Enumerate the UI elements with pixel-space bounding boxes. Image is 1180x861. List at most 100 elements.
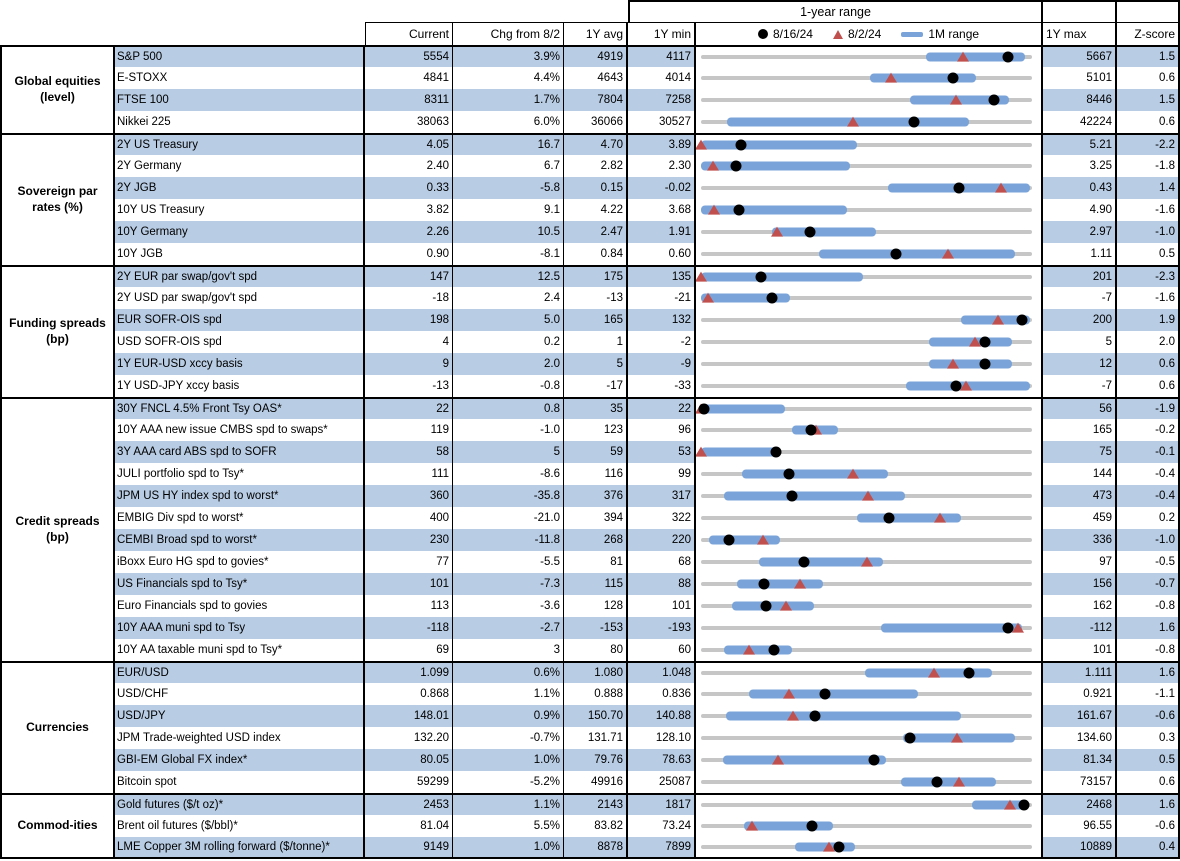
cell-1y-avg: 2.82 (564, 155, 628, 177)
cell-1y-min: 1.91 (628, 221, 696, 243)
range-chart (696, 595, 1043, 617)
cell-chg-from-8-2: 5.0 (453, 309, 564, 331)
cell-1y-min: 3.89 (628, 133, 696, 155)
cell-current: 69 (365, 639, 453, 661)
cell-current: -118 (365, 617, 453, 639)
cell-z-score: 0.6 (1117, 111, 1180, 133)
1y-range-track (701, 450, 1032, 454)
1y-range-track (701, 55, 1032, 59)
cell-1y-min: 4117 (628, 45, 696, 67)
cell-1y-max: 2.97 (1043, 221, 1117, 243)
8-2-24-marker-icon (696, 271, 707, 282)
row-label: LME Copper 3M rolling forward ($/tonne)* (115, 837, 365, 859)
col-header-1y-min: 1Y min (628, 22, 696, 45)
8-2-24-marker-icon (706, 160, 719, 171)
cell-1y-max: 12 (1043, 353, 1117, 375)
8-2-24-marker-icon (696, 446, 707, 457)
8-2-24-marker-icon (860, 556, 873, 567)
row-label: USD/CHF (115, 683, 365, 705)
cell-z-score: -0.1 (1117, 441, 1180, 463)
cell-1y-min: 3.68 (628, 199, 696, 221)
row-label: iBoxx Euro HG spd to govies* (115, 551, 365, 573)
cell-chg-from-8-2: 9.1 (453, 199, 564, 221)
1m-range-bar (737, 579, 824, 589)
cell-1y-avg: 7804 (564, 89, 628, 111)
8-16-24-marker-icon (1002, 51, 1014, 63)
row-label: 2Y Germany (115, 155, 365, 177)
range-chart-inner (701, 573, 1032, 595)
cell-current: 58 (365, 441, 453, 463)
cell-1y-max: 1.111 (1043, 661, 1117, 683)
range-chart-inner (701, 111, 1032, 133)
cell-current: 4 (365, 331, 453, 353)
1m-range-bar (758, 557, 884, 567)
cell-1y-avg: 5 (564, 353, 628, 375)
cell-1y-min: 0.836 (628, 683, 696, 705)
1m-range-bar (725, 711, 961, 721)
cell-1y-avg: 4.22 (564, 199, 628, 221)
8-16-24-marker-icon (735, 139, 747, 151)
cell-1y-avg: 59 (564, 441, 628, 463)
cell-1y-max: 101 (1043, 639, 1117, 661)
cell-1y-avg: 131.71 (564, 727, 628, 749)
1m-range-bar (772, 227, 877, 237)
legend-item-1m-range: 1M range (901, 27, 979, 41)
8-2-24-marker-icon (1012, 622, 1025, 633)
cell-chg-from-8-2: 0.9% (453, 705, 564, 727)
cell-1y-min: 30527 (628, 111, 696, 133)
cell-1y-min: 68 (628, 551, 696, 573)
cell-1y-min: 7899 (628, 837, 696, 859)
cell-z-score: 0.2 (1117, 507, 1180, 529)
cell-chg-from-8-2: 10.5 (453, 221, 564, 243)
legend-label: 1M range (928, 27, 980, 41)
row-label: Brent oil futures ($/bbl)* (115, 815, 365, 837)
range-chart-inner (701, 683, 1032, 705)
1m-range-bar (856, 513, 961, 523)
1y-range-track (701, 384, 1032, 388)
row-label: USD SOFR-OIS spd (115, 331, 365, 353)
range-chart (696, 67, 1043, 89)
1y-range-track (701, 186, 1032, 190)
cell-z-score: -1.8 (1117, 155, 1180, 177)
range-chart (696, 441, 1043, 463)
section-category: Global equities (level) (0, 45, 115, 133)
range-chart-inner (701, 463, 1032, 485)
8-2-24-marker-icon (701, 292, 714, 303)
cell-1y-max: 5101 (1043, 67, 1117, 89)
cell-1y-avg: 0.84 (564, 243, 628, 265)
cell-1y-min: -2 (628, 331, 696, 353)
row-label: FTSE 100 (115, 89, 365, 111)
cell-current: 8311 (365, 89, 453, 111)
cell-chg-from-8-2: 0.6% (453, 661, 564, 683)
1y-range-track (701, 538, 1032, 542)
8-16-24-marker-icon (755, 271, 767, 283)
cell-1y-max: 73157 (1043, 771, 1117, 793)
cell-1y-min: 135 (628, 265, 696, 287)
8-2-24-marker-icon (771, 226, 784, 237)
cell-chg-from-8-2: 5.5% (453, 815, 564, 837)
1y-range-track (701, 76, 1032, 80)
cell-1y-min: 2.30 (628, 155, 696, 177)
range-chart (696, 199, 1043, 221)
cell-current: 230 (365, 529, 453, 551)
cell-1y-max: 156 (1043, 573, 1117, 595)
range-chart-inner (701, 837, 1032, 857)
8-16-24-marker-icon (1016, 314, 1028, 326)
cell-1y-avg: 376 (564, 485, 628, 507)
cell-1y-max: 8446 (1043, 89, 1117, 111)
section-category: Commod-ities (0, 793, 115, 859)
1m-range-bar (701, 161, 850, 171)
cell-z-score: -0.7 (1117, 573, 1180, 595)
cell-1y-min: 53 (628, 441, 696, 463)
1y-range-track (701, 626, 1032, 630)
1m-range-bar (709, 535, 781, 545)
8-16-24-marker-icon (868, 754, 880, 766)
cell-z-score: -0.6 (1117, 815, 1180, 837)
cell-chg-from-8-2: -0.8 (453, 375, 564, 397)
legend-label: 8/2/24 (847, 27, 882, 41)
range-chart-inner (696, 135, 1032, 155)
cell-current: 1.099 (365, 661, 453, 683)
cell-1y-max: 144 (1043, 463, 1117, 485)
1y-range-track (701, 340, 1032, 344)
8-16-24-marker-icon (698, 403, 710, 415)
